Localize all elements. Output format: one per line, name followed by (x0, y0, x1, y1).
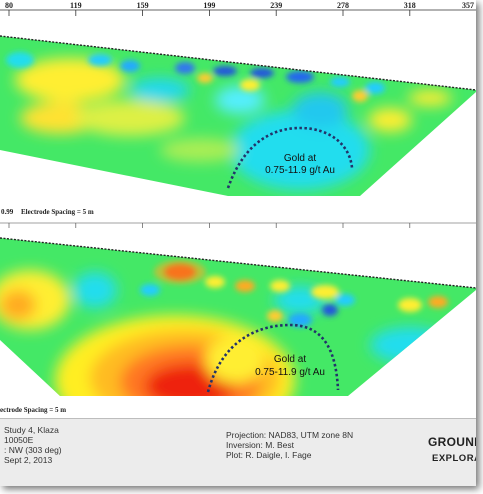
resistivity-sections: 80 119 159 199 239 278 318 357 (0, 1, 476, 414)
ruler-tick-label: 80 (5, 1, 13, 10)
survey-line-3: : NW (303 deg) (4, 445, 62, 455)
ruler-tick-label: 119 (70, 1, 82, 10)
top-electrode-spacing-label: Electrode Spacing = 5 m (21, 208, 94, 216)
survey-details: Study 4, Klaza 10050E : NW (303 deg) Sep… (4, 425, 62, 465)
company-logo-main: GROUNDTI (428, 435, 476, 449)
projection-line: Projection: NAD83, UTM zone 8N (226, 430, 354, 440)
ruler-tick-label: 357 (462, 1, 474, 10)
plot-line: Plot: R. Daigle, I. Fage (226, 450, 312, 460)
info-footer: Study 4, Klaza 10050E : NW (303 deg) Sep… (0, 418, 476, 486)
company-logo-sub: EXPLORA (432, 453, 476, 464)
figure-frame: 80 119 159 199 239 278 318 357 (0, 0, 476, 486)
inversion-line: Inversion: M. Best (226, 440, 295, 450)
ruler-tick-label: 239 (270, 1, 282, 10)
gold-zone-outline-bottom (206, 323, 340, 393)
projection-details: Projection: NAD83, UTM zone 8N Inversion… (226, 430, 353, 460)
bottom-resistivity-section: Gold at 0.75-11.9 g/t Au (0, 237, 476, 396)
top-resistivity-section: Gold at 0.75-11.9 g/t Au (0, 35, 476, 196)
survey-line-1: Study 4, Klaza (4, 425, 59, 435)
gold-label-top-line1: Gold at (284, 153, 316, 164)
bottom-electrode-spacing-label: ectrode Spacing = 5 m (0, 406, 66, 414)
ruler-tick-label: 199 (203, 1, 215, 10)
survey-line-4: Sept 2, 2013 (4, 455, 53, 465)
top-left-label: 0.99 (1, 208, 14, 216)
ruler-tick-label: 159 (137, 1, 149, 10)
gold-label-bottom-line1: Gold at (274, 354, 306, 365)
gold-label-top-line2: 0.75-11.9 g/t Au (265, 165, 335, 176)
gold-zone-outline-top (226, 126, 354, 189)
gold-label-bottom-line2: 0.75-11.9 g/t Au (255, 367, 325, 378)
middle-ruler (8, 223, 411, 228)
distance-ruler: 80 119 159 199 239 278 318 357 (0, 1, 476, 16)
ruler-tick-label: 318 (404, 1, 416, 10)
ruler-tick-label: 278 (337, 1, 349, 10)
survey-line-2: 10050E (4, 435, 34, 445)
